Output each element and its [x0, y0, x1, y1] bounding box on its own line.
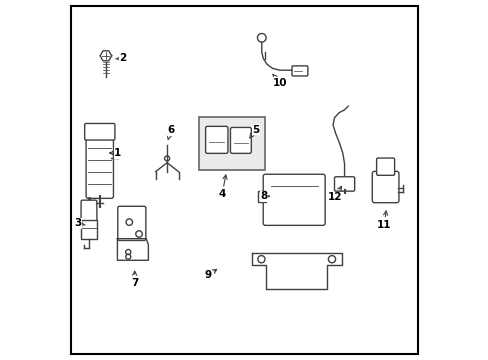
Text: 3: 3 — [74, 218, 85, 228]
Bar — [258, 191, 265, 202]
Text: 11: 11 — [376, 211, 390, 230]
Polygon shape — [100, 51, 111, 61]
Bar — [199, 117, 264, 170]
FancyBboxPatch shape — [205, 126, 227, 153]
FancyBboxPatch shape — [86, 131, 113, 198]
Text: 2: 2 — [116, 53, 126, 63]
Text: 9: 9 — [204, 269, 216, 280]
FancyBboxPatch shape — [84, 123, 115, 140]
Polygon shape — [117, 239, 148, 260]
Text: 7: 7 — [131, 271, 138, 288]
Text: 10: 10 — [272, 75, 286, 88]
FancyBboxPatch shape — [230, 127, 251, 153]
FancyBboxPatch shape — [263, 174, 325, 225]
FancyBboxPatch shape — [291, 66, 307, 76]
FancyBboxPatch shape — [118, 206, 145, 240]
Polygon shape — [251, 253, 341, 289]
FancyBboxPatch shape — [376, 158, 394, 175]
Text: 6: 6 — [167, 125, 174, 139]
FancyBboxPatch shape — [81, 200, 97, 223]
FancyBboxPatch shape — [371, 171, 398, 203]
Text: 12: 12 — [327, 186, 342, 202]
Text: 1: 1 — [110, 148, 121, 158]
Text: 4: 4 — [218, 175, 226, 199]
Bar — [81, 220, 97, 239]
Text: 8: 8 — [260, 191, 269, 201]
Text: 5: 5 — [249, 125, 259, 138]
FancyBboxPatch shape — [334, 177, 354, 191]
